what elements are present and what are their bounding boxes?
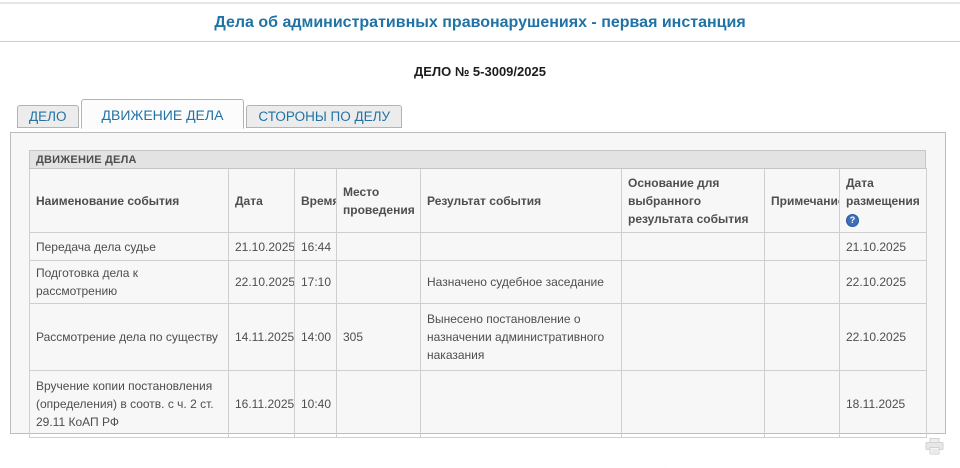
table-row: Подготовка дела к рассмотрению 22.10.202… bbox=[29, 260, 927, 304]
cell-time: 10:40 bbox=[294, 370, 337, 438]
cell-publish-date: 22.10.2025 bbox=[839, 303, 927, 371]
case-movement-table: Наименование события Дата Время Место пр… bbox=[29, 168, 927, 438]
tab-bar: ДЕЛО ДВИЖЕНИЕ ДЕЛА СТОРОНЫ ПО ДЕЛУ bbox=[17, 97, 960, 129]
col-date: Дата bbox=[228, 168, 295, 233]
cell-venue bbox=[336, 370, 421, 438]
cell-venue bbox=[336, 232, 421, 261]
case-movement-panel: ДВИЖЕНИЕ ДЕЛА Наименование события Дата … bbox=[10, 132, 946, 438]
col-venue: Место проведения bbox=[336, 168, 421, 233]
cell-date: 16.11.2025 bbox=[228, 370, 295, 438]
tab-case-parties[interactable]: СТОРОНЫ ПО ДЕЛУ bbox=[246, 105, 403, 128]
cell-result-basis bbox=[621, 232, 765, 261]
tab-case-movement[interactable]: ДВИЖЕНИЕ ДЕЛА bbox=[80, 99, 245, 129]
cell-note bbox=[764, 370, 840, 438]
table-row: Вручение копии постановления (определени… bbox=[29, 370, 927, 438]
cell-note bbox=[764, 232, 840, 261]
cell-venue bbox=[336, 260, 421, 304]
table-row: Передача дела судье 21.10.2025 16:44 21.… bbox=[29, 232, 927, 261]
table-header-row: Наименование события Дата Время Место пр… bbox=[29, 168, 927, 233]
cell-event-name: Подготовка дела к рассмотрению bbox=[29, 260, 229, 304]
footer-area: опубликовано 21.10.2025 13:22, изменено … bbox=[10, 438, 946, 468]
cell-event-name: Передача дела судье bbox=[29, 232, 229, 261]
print-icon[interactable] bbox=[925, 438, 944, 460]
cell-date: 14.11.2025 bbox=[228, 303, 295, 371]
cell-publish-date: 22.10.2025 bbox=[839, 260, 927, 304]
cell-note bbox=[764, 260, 840, 304]
help-icon[interactable]: ? bbox=[846, 213, 859, 227]
cell-date: 22.10.2025 bbox=[228, 260, 295, 304]
table-row: Рассмотрение дела по существу 14.11.2025… bbox=[29, 303, 927, 371]
top-divider bbox=[0, 2, 960, 4]
cell-venue: 305 bbox=[336, 303, 421, 371]
col-result-basis: Основание для выбранного результата собы… bbox=[621, 168, 765, 233]
cell-time: 17:10 bbox=[294, 260, 337, 304]
cell-event-result bbox=[420, 370, 622, 438]
col-event-name: Наименование события bbox=[29, 168, 229, 233]
case-number-heading: ДЕЛО № 5-3009/2025 bbox=[414, 64, 546, 79]
col-time: Время bbox=[294, 168, 337, 233]
col-note: Примечание bbox=[764, 168, 840, 233]
section-caption: ДВИЖЕНИЕ ДЕЛА bbox=[29, 150, 926, 169]
cell-event-result: Назначено судебное заседание bbox=[420, 260, 622, 304]
col-publish-date-label: Дата размещения bbox=[846, 175, 920, 208]
cell-result-basis bbox=[621, 260, 765, 304]
cell-date: 21.10.2025 bbox=[228, 232, 295, 261]
cell-event-result: Вынесено постановление о назначении адми… bbox=[420, 303, 622, 371]
cell-publish-date: 18.11.2025 bbox=[839, 370, 927, 438]
page-title: Дела об административных правонарушениях… bbox=[214, 14, 746, 31]
title-divider bbox=[0, 41, 960, 42]
cell-result-basis bbox=[621, 303, 765, 371]
col-event-result: Результат события bbox=[420, 168, 622, 233]
cell-time: 16:44 bbox=[294, 232, 337, 261]
cell-publish-date: 21.10.2025 bbox=[839, 232, 927, 261]
cell-time: 14:00 bbox=[294, 303, 337, 371]
tab-case[interactable]: ДЕЛО bbox=[17, 105, 79, 128]
cell-note bbox=[764, 303, 840, 371]
cell-event-result bbox=[420, 232, 622, 261]
col-publish-date: Дата размещения ? bbox=[839, 168, 927, 233]
cell-event-name: Вручение копии постановления (определени… bbox=[29, 370, 229, 438]
cell-event-name: Рассмотрение дела по существу bbox=[29, 303, 229, 371]
cell-result-basis bbox=[621, 370, 765, 438]
